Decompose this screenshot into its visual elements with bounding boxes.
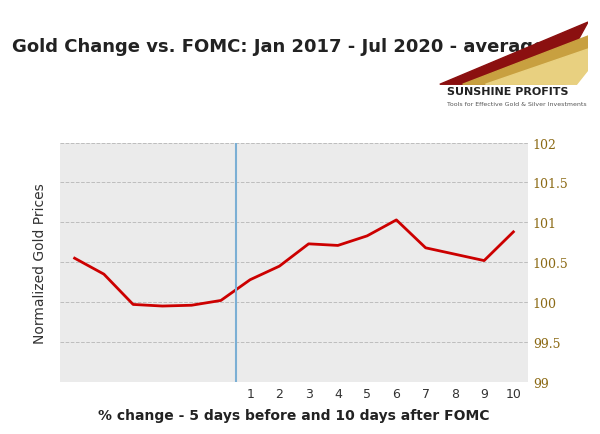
Polygon shape [440, 23, 588, 85]
Text: SUNSHINE PROFITS: SUNSHINE PROFITS [446, 87, 568, 97]
Text: Gold Change vs. FOMC: Jan 2017 - Jul 2020 - average: Gold Change vs. FOMC: Jan 2017 - Jul 202… [12, 38, 545, 56]
Polygon shape [485, 42, 600, 85]
X-axis label: % change - 5 days before and 10 days after FOMC: % change - 5 days before and 10 days aft… [98, 408, 490, 422]
Polygon shape [463, 33, 599, 85]
Text: Tools for Effective Gold & Silver Investments: Tools for Effective Gold & Silver Invest… [446, 102, 586, 107]
Y-axis label: Normalized Gold Prices: Normalized Gold Prices [33, 182, 47, 343]
